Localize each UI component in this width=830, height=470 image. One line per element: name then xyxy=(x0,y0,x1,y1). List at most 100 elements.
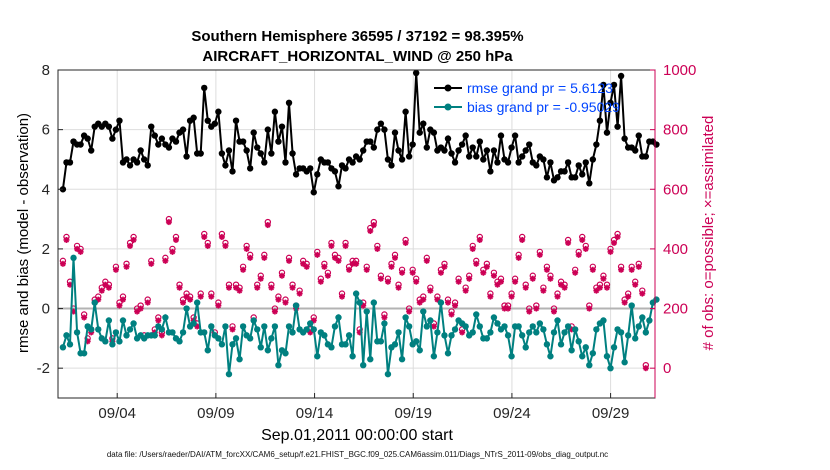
obs-assimilated-point xyxy=(169,248,176,255)
bias-series xyxy=(59,254,660,378)
bias-point xyxy=(169,329,176,336)
bias-point xyxy=(405,323,413,330)
rmse-point xyxy=(632,147,639,154)
y-left-tick-label-2: 2 xyxy=(42,241,50,258)
bias-point xyxy=(321,332,328,339)
obs-assimilated-point xyxy=(374,245,381,252)
bias-point xyxy=(254,326,261,333)
bias-point xyxy=(215,335,222,342)
bias-point xyxy=(575,338,582,345)
obs-assimilated-point xyxy=(420,296,427,303)
rmse-point xyxy=(360,147,367,154)
x-tick-label-4: 09/24 xyxy=(493,405,531,422)
rmse-point xyxy=(458,141,466,148)
bias-point xyxy=(621,359,628,366)
rmse-point xyxy=(409,141,416,148)
y-right-tick-label-3: 600 xyxy=(663,181,688,198)
bias-point xyxy=(246,335,254,342)
obs-assimilated-point xyxy=(346,266,353,273)
plot-frame xyxy=(57,69,656,399)
bias-point xyxy=(91,299,98,306)
rmse-point xyxy=(367,138,374,145)
rmse-point xyxy=(610,81,618,89)
obs-assimilated-point xyxy=(480,269,487,276)
obs-assimilated-point xyxy=(395,284,402,291)
obs-assimilated-point xyxy=(618,266,625,273)
bias-point xyxy=(444,350,452,357)
bias-point xyxy=(73,329,81,336)
obs-assimilated-point xyxy=(321,263,328,270)
y-axis-label-right: # of obs: o=possible; ×=assimilated xyxy=(700,116,717,351)
obs-assimilated-point xyxy=(119,296,126,303)
rmse-point xyxy=(564,159,572,166)
bias-point xyxy=(579,353,586,360)
obs-assimilated-point xyxy=(406,308,413,315)
bias-point xyxy=(370,299,378,306)
bias-point xyxy=(119,317,127,324)
bias-point xyxy=(635,323,642,330)
rmse-point xyxy=(307,165,314,172)
bias-point xyxy=(494,320,501,327)
bias-point xyxy=(218,341,226,348)
obs-assimilated-point xyxy=(600,275,607,282)
rmse-point xyxy=(600,81,607,89)
rmse-point xyxy=(201,84,208,92)
bias-point xyxy=(229,341,236,348)
bias-point xyxy=(87,326,95,333)
y-right-tick-label-2: 400 xyxy=(663,241,688,258)
rmse-point xyxy=(575,162,582,169)
obs-assimilated-point xyxy=(402,239,409,246)
bias-point xyxy=(345,332,353,339)
bias-point xyxy=(476,323,483,330)
obs-assimilated-point xyxy=(257,275,264,282)
obs-assimilated-point xyxy=(381,314,388,321)
rmse-point xyxy=(123,156,130,163)
rmse-point xyxy=(571,174,579,181)
obs-assimilated-point xyxy=(575,251,582,258)
x-tick-label-1: 09/09 xyxy=(197,405,235,422)
rmse-point xyxy=(582,159,589,166)
rmse-point xyxy=(533,162,540,169)
bias-point xyxy=(162,314,169,321)
rmse-point xyxy=(465,153,473,160)
bias-point xyxy=(624,332,632,339)
bias-point xyxy=(557,341,565,348)
obs-assimilated-point xyxy=(462,287,469,294)
bias-point xyxy=(314,353,321,360)
bias-point xyxy=(367,356,374,363)
chart-subtitle: AIRCRAFT_HORIZONTAL_WIND @ 250 hPa xyxy=(202,48,513,65)
bias-point xyxy=(451,326,459,333)
obs-assimilated-point xyxy=(515,254,522,261)
bias-point xyxy=(261,323,268,330)
bias-point xyxy=(536,320,544,327)
rmse-point xyxy=(398,156,406,163)
y-left-tick-label-3: 4 xyxy=(42,181,50,198)
obs-assimilated-point xyxy=(176,284,183,291)
bias-point xyxy=(487,329,494,336)
bias-point xyxy=(123,332,130,339)
obs-assimilated-point xyxy=(222,242,229,249)
rmse-point xyxy=(554,174,561,181)
obs-assimilated-point xyxy=(317,278,324,285)
bias-point xyxy=(543,341,551,348)
obs-assimilated-point xyxy=(572,269,579,276)
obs-assimilated-point xyxy=(437,269,444,276)
rmse-point xyxy=(462,132,469,139)
bias-point xyxy=(518,332,526,339)
obs-assimilated-point xyxy=(105,284,112,291)
bias-point xyxy=(377,338,385,345)
bias-point xyxy=(423,323,430,330)
bias-point xyxy=(105,317,113,324)
obs-assimilated-point xyxy=(377,275,384,282)
obs-assimilated-point xyxy=(388,263,395,270)
legend-rmse-marker xyxy=(444,84,452,92)
rmse-point xyxy=(215,108,222,115)
obs-assimilated-point xyxy=(413,278,420,285)
obs-assimilated-point xyxy=(225,284,232,291)
bias-point xyxy=(550,329,558,336)
rmse-point xyxy=(543,174,551,181)
obs-assimilated-point xyxy=(328,242,335,249)
rmse-point xyxy=(126,162,134,169)
obs-assimilated-point xyxy=(409,269,416,276)
rmse-point xyxy=(158,135,166,142)
